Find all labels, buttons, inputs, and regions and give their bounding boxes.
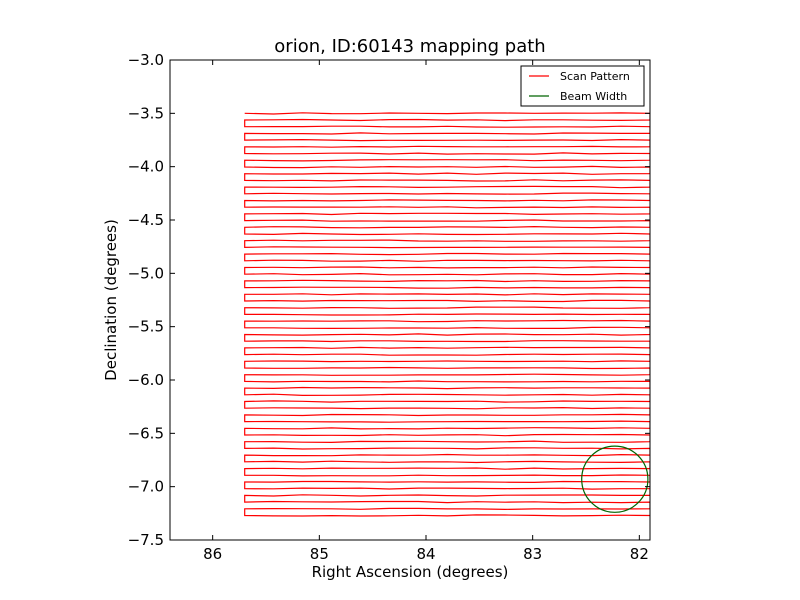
x-axis: 86 85 84 83 82 (203, 60, 649, 563)
y-axis: −3.0 −3.5 −4.0 −4.5 −5.0 −5.5 −6.0 −6.5 −7.0 −7.5 (128, 51, 650, 549)
y-tick-label: −6.0 (128, 371, 164, 389)
y-tick-label: −3.5 (128, 104, 164, 122)
legend: Scan Pattern Beam Width (520, 65, 645, 107)
y-tick-label: −4.5 (128, 211, 164, 229)
x-tick-label: 82 (630, 545, 649, 563)
plot-area (244, 112, 650, 517)
y-tick-label: −7.0 (128, 478, 164, 496)
plot-frame (169, 59, 651, 541)
scan-pattern-line (244, 112, 650, 517)
x-axis-label: Right Ascension (degrees) (312, 563, 509, 581)
legend-label-beam-width: Beam Width (560, 90, 627, 103)
y-axis-label: Declination (degrees) (102, 219, 120, 381)
x-tick-label: 86 (203, 545, 222, 563)
y-tick-label: −6.5 (128, 424, 164, 442)
beam-width-circle (581, 445, 649, 513)
x-tick-label: 85 (310, 545, 329, 563)
y-tick-label: −5.5 (128, 318, 164, 336)
x-tick-label: 83 (523, 545, 542, 563)
legend-box (520, 65, 645, 107)
y-tick-label: −4.0 (128, 158, 164, 176)
y-tick-label: −7.5 (128, 531, 164, 549)
chart-title: orion, ID:60143 mapping path (274, 36, 545, 57)
y-tick-label: −5.0 (128, 264, 164, 282)
legend-label-scan-pattern: Scan Pattern (560, 70, 630, 83)
y-tick-label: −3.0 (128, 51, 164, 69)
x-tick-label: 84 (416, 545, 435, 563)
